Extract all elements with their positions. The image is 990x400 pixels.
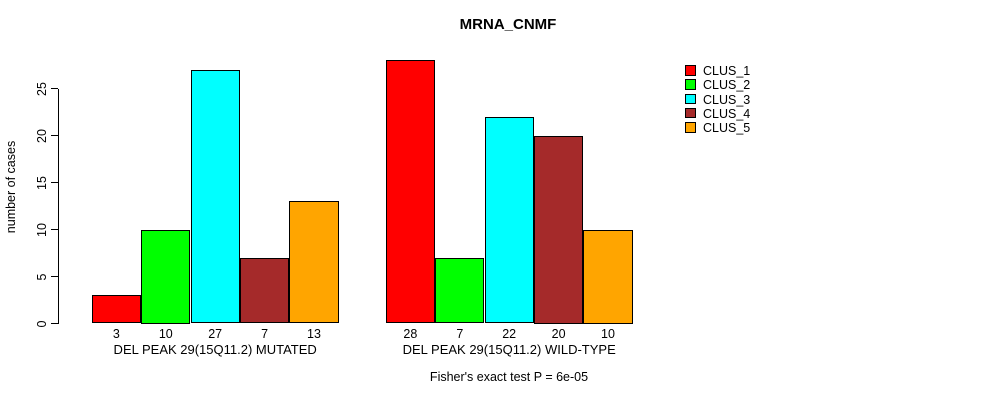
bar-value-label: 10: [158, 326, 173, 341]
legend-swatch-clus_1: [685, 65, 696, 76]
bar-value-label: 22: [502, 326, 517, 341]
y-axis-tick-label: 20: [34, 128, 49, 143]
bar-value-label: 20: [551, 326, 566, 341]
legend-swatch-clus_2: [685, 79, 696, 90]
bar-clus_3: [484, 116, 534, 324]
y-axis-tick-label: 0: [34, 320, 49, 327]
bar-value-label: 7: [261, 326, 269, 341]
bar-clus_5: [289, 201, 339, 324]
bar-value-label: 3: [112, 326, 120, 341]
bar-clus_1: [91, 295, 142, 324]
group-label: DEL PEAK 29(15Q11.2) WILD-TYPE: [402, 341, 616, 357]
legend-label: CLUS_3: [703, 92, 751, 107]
y-axis-line: [58, 88, 59, 324]
bar-clus_2: [141, 229, 191, 324]
bar-clus_2: [435, 257, 485, 324]
y-axis-tick-label: 5: [34, 273, 49, 280]
y-axis-tick: [51, 88, 58, 89]
y-axis-tick-label: 10: [34, 222, 49, 237]
legend-swatch-clus_3: [685, 93, 696, 105]
bar-value-label: 13: [307, 326, 321, 341]
bar-value-label: 27: [208, 326, 223, 341]
y-axis-tick: [51, 182, 58, 183]
legend-label: CLUS_5: [703, 121, 751, 136]
y-axis-tick: [51, 135, 58, 136]
y-axis-tick: [51, 276, 58, 277]
bar-clus_3: [190, 69, 240, 324]
bar-clus_1: [385, 60, 436, 324]
legend-label: CLUS_2: [703, 78, 751, 93]
footer-note: Fisher's exact test P = 6e-05: [429, 370, 589, 384]
y-axis-label: number of cases: [4, 140, 18, 234]
group-label: DEL PEAK 29(15Q11.2) MUTATED: [113, 341, 317, 357]
legend-label: CLUS_4: [703, 106, 751, 121]
chart-title: MRNA_CNMF: [459, 16, 557, 33]
bar-value-label: 10: [601, 326, 615, 341]
y-axis-tick: [51, 323, 58, 324]
bar-clus_4: [533, 135, 584, 324]
y-axis-tick-label: 25: [34, 81, 49, 96]
y-axis-tick-label: 15: [34, 175, 49, 190]
bar-clus_4: [239, 257, 290, 324]
legend-swatch-clus_5: [685, 122, 696, 133]
bar-value-label: 7: [456, 326, 464, 341]
y-axis-tick: [51, 229, 58, 230]
bar-value-label: 28: [403, 326, 418, 341]
legend-swatch-clus_4: [685, 107, 696, 119]
bar-clus_5: [583, 229, 633, 324]
legend-label: CLUS_1: [703, 64, 751, 78]
